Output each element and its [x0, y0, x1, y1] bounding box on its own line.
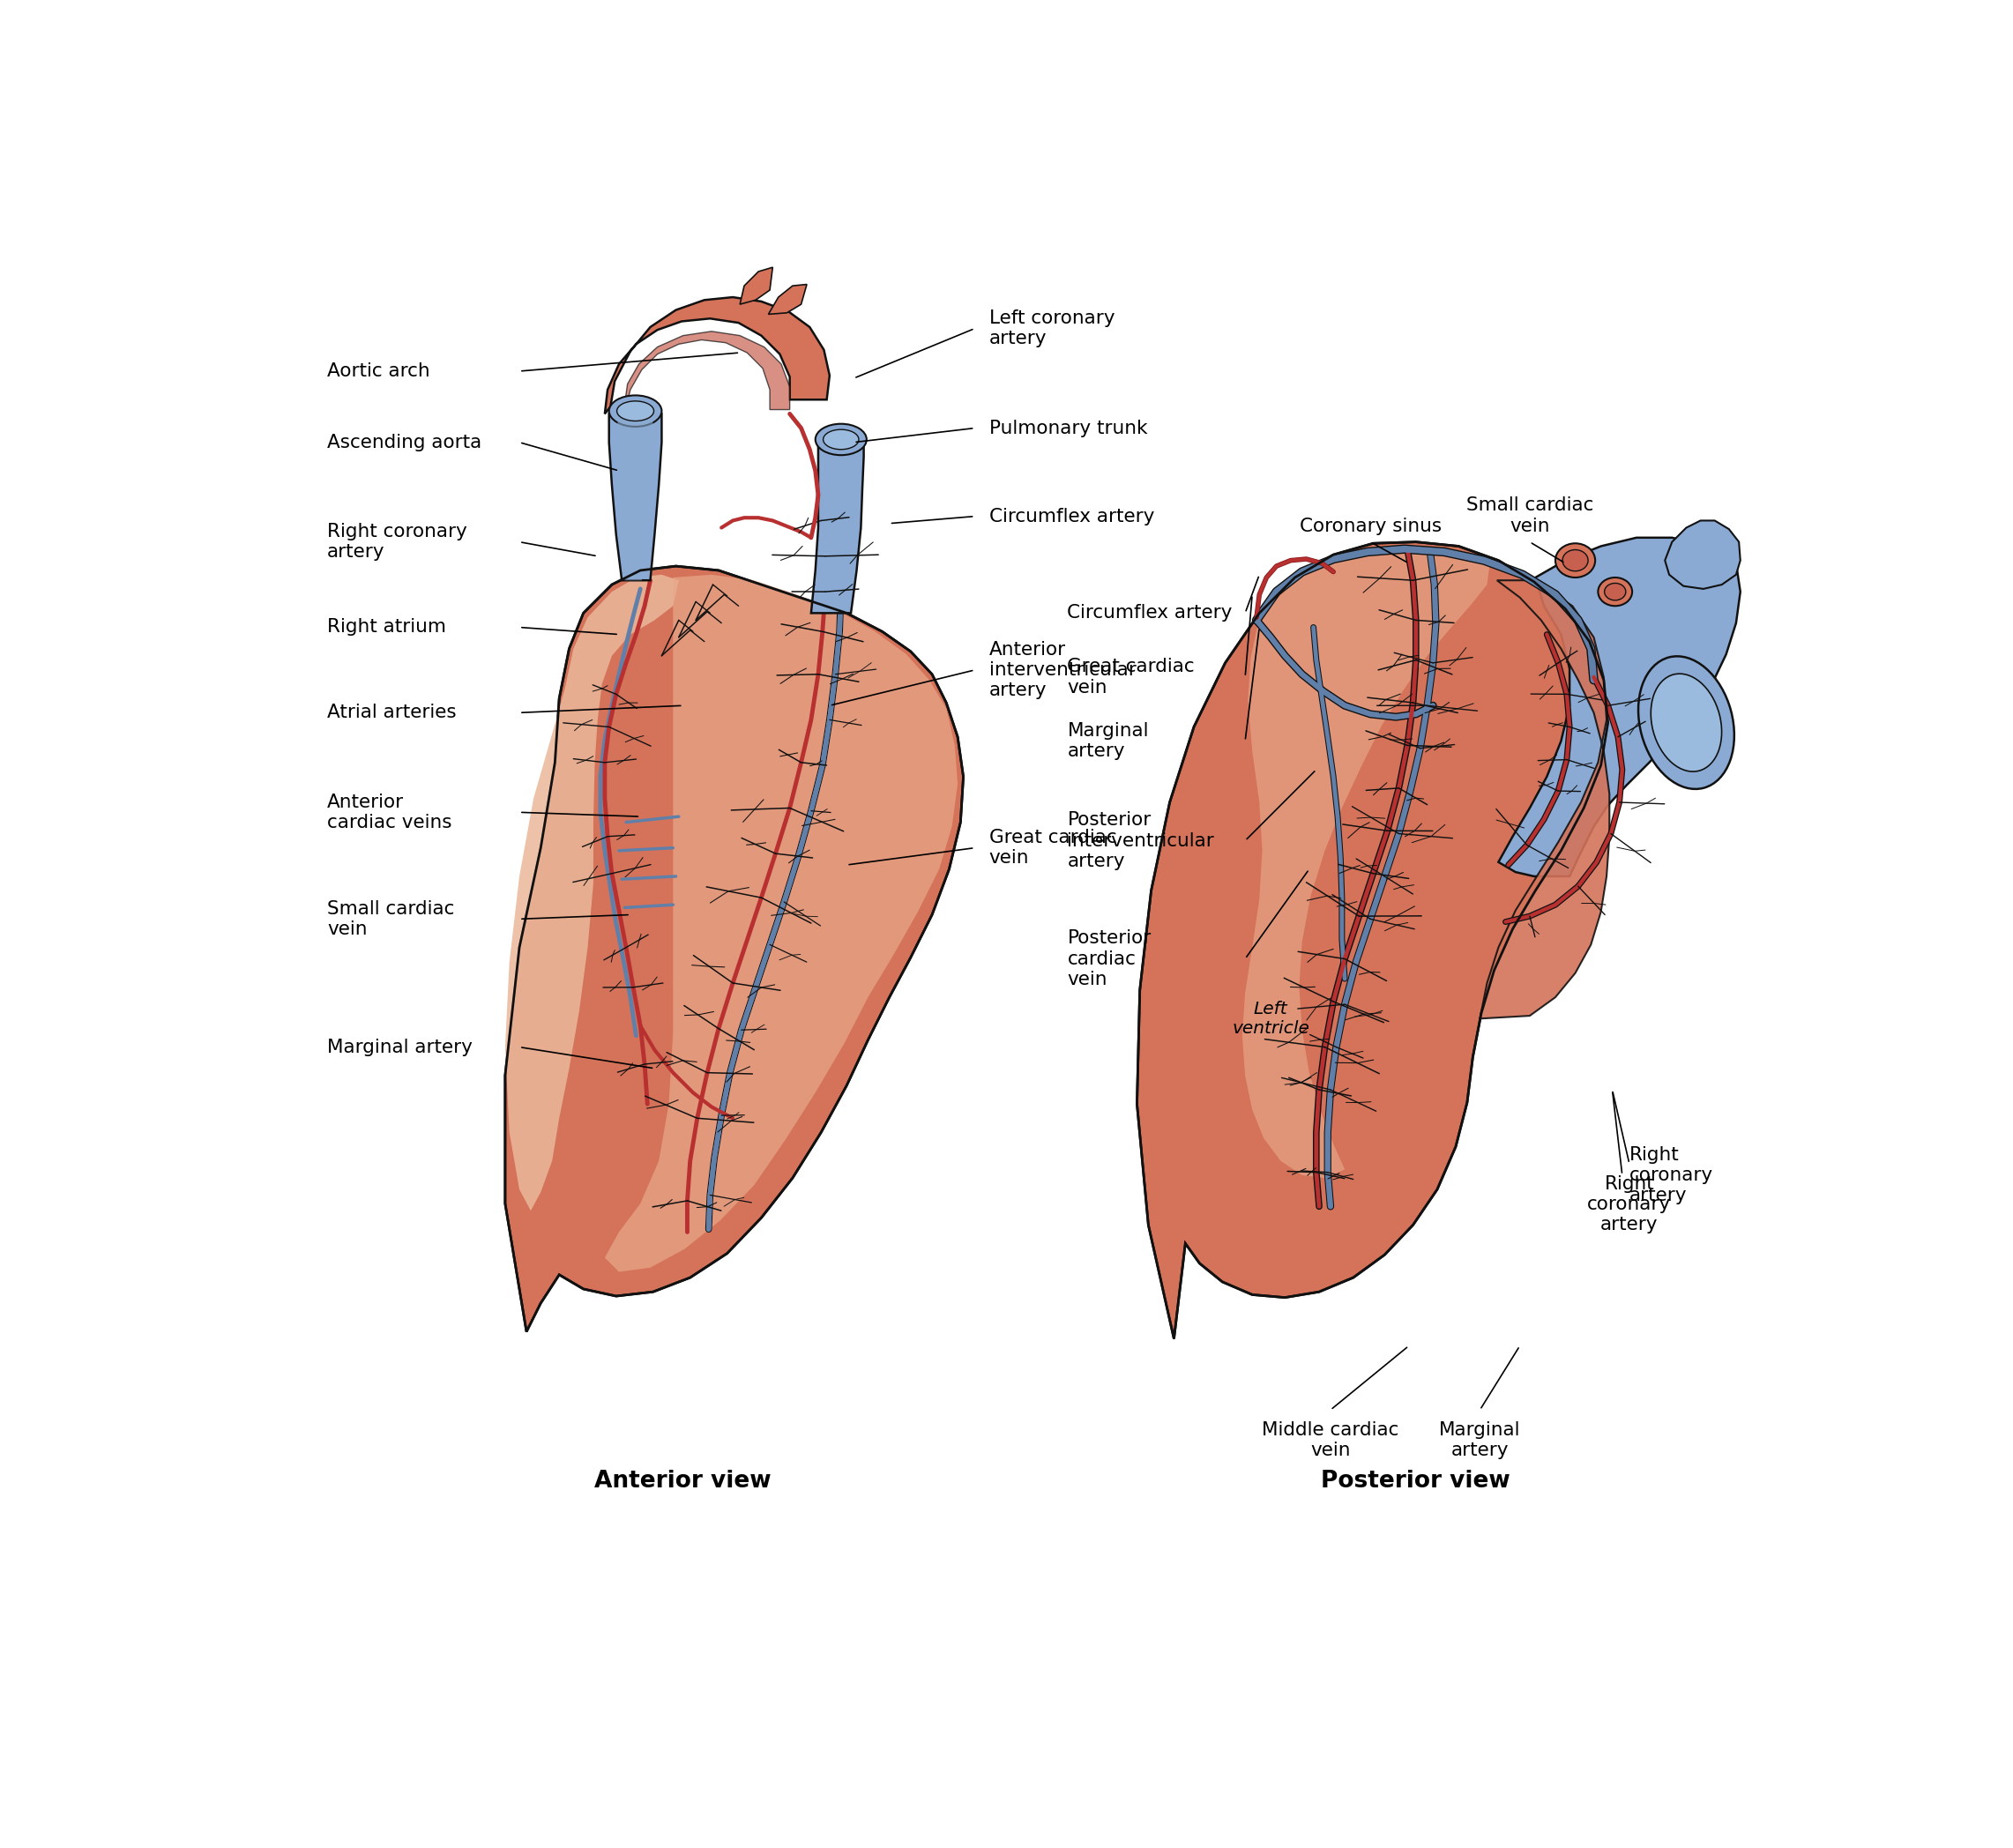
Ellipse shape: [823, 429, 860, 449]
Ellipse shape: [1598, 577, 1633, 606]
Ellipse shape: [1604, 584, 1627, 601]
Text: Anterior
interventricular
artery: Anterior interventricular artery: [988, 641, 1135, 699]
Text: Pulmonary trunk: Pulmonary trunk: [988, 419, 1147, 436]
Text: Great cardiac
vein: Great cardiac vein: [988, 828, 1117, 867]
Polygon shape: [1137, 541, 1608, 1338]
Polygon shape: [505, 575, 678, 1210]
Text: Posterior
interventricular
artery: Posterior interventricular artery: [1067, 811, 1214, 870]
Polygon shape: [769, 285, 807, 314]
Polygon shape: [604, 575, 958, 1271]
Ellipse shape: [616, 401, 654, 421]
Text: Ascending aorta: Ascending aorta: [328, 434, 481, 451]
Text: Posterior
cardiac
vein: Posterior cardiac vein: [1067, 930, 1151, 989]
Polygon shape: [505, 565, 964, 1332]
Ellipse shape: [610, 395, 662, 427]
Polygon shape: [741, 268, 773, 305]
Ellipse shape: [1562, 549, 1588, 571]
Polygon shape: [1480, 580, 1610, 1018]
Polygon shape: [811, 442, 864, 614]
Text: Aortic arch: Aortic arch: [328, 362, 431, 381]
Text: Atrial arteries: Atrial arteries: [328, 704, 457, 721]
Text: Circumflex artery: Circumflex artery: [1067, 604, 1232, 623]
Polygon shape: [604, 298, 829, 414]
Polygon shape: [1498, 538, 1741, 876]
Text: Anterior view: Anterior view: [594, 1469, 771, 1493]
Text: Anterior
cardiac veins: Anterior cardiac veins: [328, 793, 453, 832]
Text: Small cardiac
vein: Small cardiac vein: [1465, 497, 1594, 534]
Polygon shape: [610, 414, 662, 580]
Polygon shape: [1242, 545, 1490, 1177]
Text: Marginal artery: Marginal artery: [328, 1039, 473, 1055]
Text: Right
coronary
artery: Right coronary artery: [1629, 1146, 1713, 1205]
Text: Circumflex artery: Circumflex artery: [988, 508, 1153, 525]
Polygon shape: [624, 331, 789, 412]
Polygon shape: [618, 418, 652, 580]
Text: Right coronary
artery: Right coronary artery: [328, 523, 467, 562]
Text: Right atrium: Right atrium: [328, 619, 447, 636]
Polygon shape: [1665, 521, 1741, 590]
Ellipse shape: [1556, 543, 1594, 577]
Text: Left coronary
artery: Left coronary artery: [988, 309, 1115, 347]
Text: Right
coronary
artery: Right coronary artery: [1588, 1175, 1671, 1234]
Text: Marginal
artery: Marginal artery: [1439, 1421, 1520, 1460]
Text: Coronary sinus: Coronary sinus: [1298, 517, 1441, 534]
Ellipse shape: [1651, 675, 1721, 772]
Text: Great cardiac
vein: Great cardiac vein: [1067, 658, 1196, 697]
Ellipse shape: [1639, 656, 1735, 789]
Text: Posterior view: Posterior view: [1321, 1469, 1510, 1493]
Text: Small cardiac
vein: Small cardiac vein: [328, 900, 455, 939]
Ellipse shape: [815, 423, 866, 455]
Text: Left
ventricle: Left ventricle: [1232, 1000, 1310, 1037]
Text: Marginal
artery: Marginal artery: [1067, 723, 1149, 760]
Text: Middle cardiac
vein: Middle cardiac vein: [1262, 1421, 1399, 1460]
